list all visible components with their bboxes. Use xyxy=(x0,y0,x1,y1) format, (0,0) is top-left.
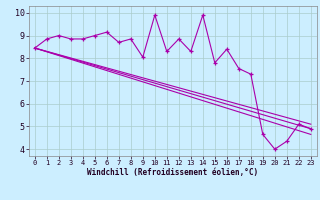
X-axis label: Windchill (Refroidissement éolien,°C): Windchill (Refroidissement éolien,°C) xyxy=(87,168,258,177)
